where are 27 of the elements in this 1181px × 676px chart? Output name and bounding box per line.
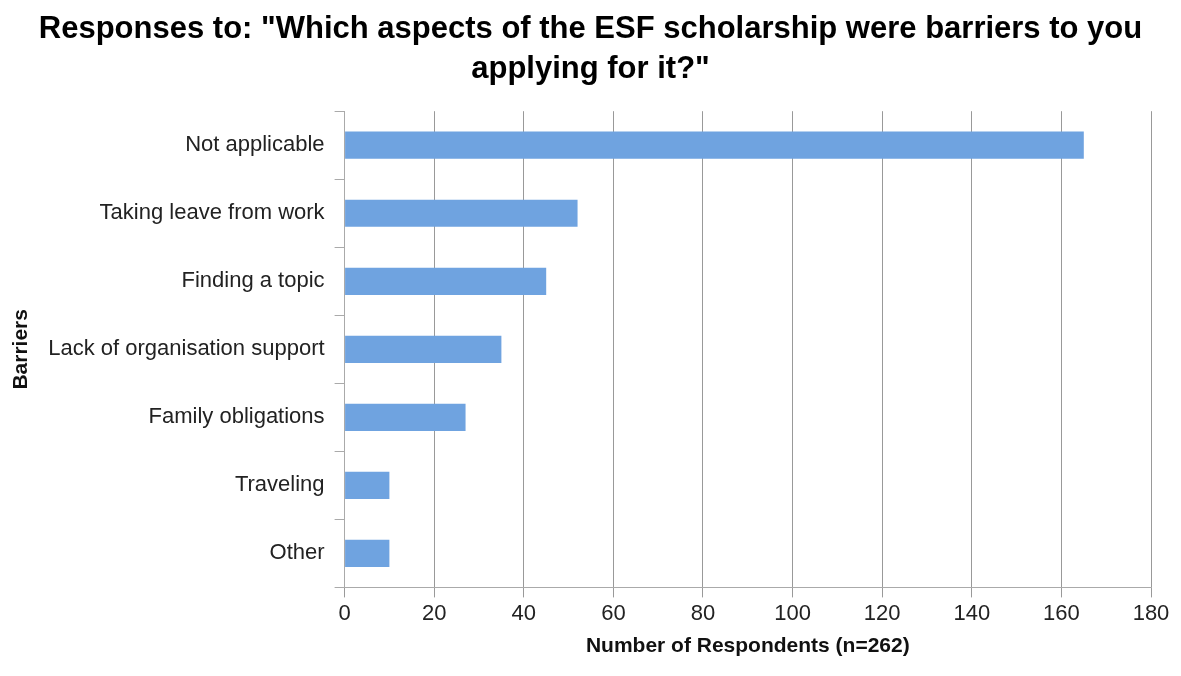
- x-tick-label: 20: [421, 599, 447, 625]
- bar: [345, 403, 466, 431]
- bar: [345, 199, 578, 227]
- bar: [345, 539, 390, 567]
- bar: [345, 335, 502, 363]
- y-tick-label: Family obligations: [148, 403, 325, 429]
- x-tick-label: 120: [863, 599, 901, 625]
- y-tick-label: Traveling: [234, 471, 325, 497]
- y-tick-label: Not applicable: [185, 131, 325, 157]
- chart-title: Responses to: "Which aspects of the ESF scholarship were barriers to you applying for it?": [37, 9, 1144, 87]
- y-tick-label: Other: [269, 539, 325, 565]
- y-axis-title: Barriers: [8, 309, 32, 390]
- x-tick-label: 0: [338, 599, 351, 625]
- x-tick-label: 40: [511, 599, 537, 625]
- x-axis-title: Number of Respondents (n=262): [585, 633, 910, 657]
- y-tick-label: Lack of organisation support: [48, 335, 325, 361]
- x-tick-label: 140: [953, 599, 991, 625]
- y-tick-label: Finding a topic: [181, 267, 325, 293]
- x-tick-label: 100: [774, 599, 811, 625]
- x-tick-label: 60: [601, 599, 626, 625]
- y-tick-label: Taking leave from work: [99, 199, 326, 225]
- bar: [345, 131, 1084, 159]
- bar: [345, 471, 390, 499]
- x-tick-label: 160: [1043, 599, 1080, 625]
- x-tick-label: 80: [690, 599, 716, 625]
- bar: [345, 267, 547, 295]
- x-tick-label: 180: [1132, 599, 1170, 625]
